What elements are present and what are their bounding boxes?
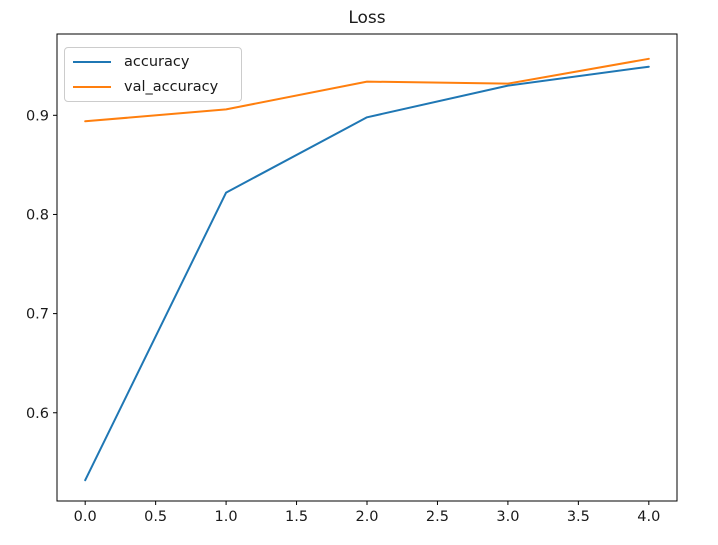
y-tick-label: 0.7 [26,307,49,323]
val_accuracy-line [84,57,650,123]
x-tick-label: 3.5 [567,509,590,525]
y-tick-label: 0.8 [26,207,49,223]
chart-title: Loss [348,8,386,28]
x-tick-label: 0.5 [144,509,167,525]
legend: accuracy val_accuracy [64,47,242,102]
accuracy-legend-label: accuracy [124,54,190,71]
y-tick-label: 0.6 [26,406,49,422]
x-tick-label: 3.0 [496,509,519,525]
x-tick-label: 2.5 [426,509,449,525]
legend-item-accuracy: accuracy [65,51,241,73]
legend-item-val-accuracy: val_accuracy [65,76,241,98]
accuracy-line [84,65,650,482]
val-accuracy-legend-label: val_accuracy [124,78,219,95]
x-tick-label: 1.0 [215,509,238,525]
val-accuracy-line-swatch [73,85,111,88]
x-tick-label: 1.5 [285,509,308,525]
accuracy-line-swatch [73,61,111,64]
x-tick-label: 4.0 [637,509,660,525]
axes-spines [56,33,678,502]
y-tick-label: 0.9 [26,108,49,124]
x-tick-label: 2.0 [355,509,378,525]
x-tick-label: 0.0 [74,509,97,525]
